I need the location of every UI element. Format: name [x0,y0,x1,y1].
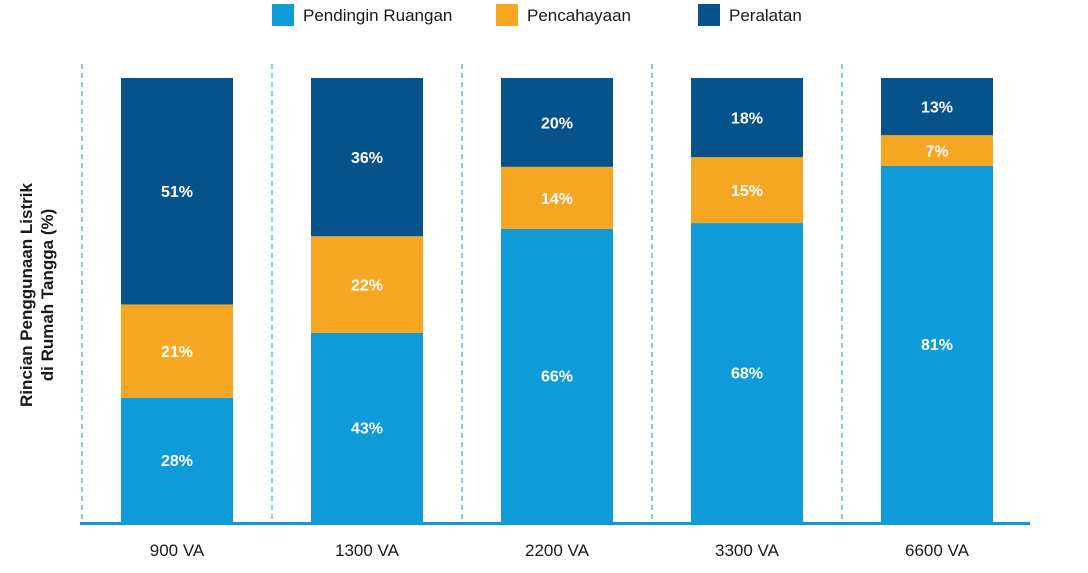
data-label: 7% [925,144,948,161]
bar-pencahayaan [881,135,993,166]
bar-pencahayaan [691,157,803,224]
data-label: 28% [161,453,193,470]
bar-group-900-va: 28% 21% 51% [121,78,233,522]
data-label: 68% [731,366,763,383]
bar-peralatan [691,78,803,158]
legend-swatch-pencahayaan [496,4,518,26]
bar-peralatan [311,78,423,237]
bar-pendingin-ruangan [501,228,613,522]
bar-peralatan [501,78,613,167]
bar-group-1300-va: 43% 22% 36% [311,78,423,522]
y-axis-title-line: Rincian Penggunaan Listrik [17,183,36,407]
x-tick-label: 2200 VA [525,541,590,560]
data-label: 20% [541,115,573,132]
bar-group-6600-va: 81% 7% 13% [881,78,993,523]
legend-item-pendingin-ruangan: Pendingin Ruangan [272,4,452,26]
data-label: 81% [921,337,953,354]
x-tick-label: 1300 VA [335,541,400,560]
bar-group-3300-va: 68% 15% 18% [691,78,803,522]
y-axis-title-line: di Rumah Tangga (%) [38,209,57,382]
bar-group-2200-va: 66% 14% 20% [501,78,613,522]
legend-item-pencahayaan: Pencahayaan [496,4,631,26]
bar-peralatan [121,78,233,305]
x-tick-label: 3300 VA [715,541,780,560]
data-label: 18% [731,111,763,128]
bar-pencahayaan [121,304,233,398]
bars: 28% 21% 51% 43% 22% 36% 66% 14% 20% 68% 15% 18% 81% 7… [121,78,993,523]
legend-swatch-pendingin-ruangan [272,4,294,26]
bar-pendingin-ruangan [691,223,803,522]
x-tick-label: 900 VA [150,541,205,560]
data-label: 13% [921,100,953,117]
legend: Pendingin Ruangan Pencahayaan Peralatan [272,4,802,26]
bar-pencahayaan [501,166,613,229]
bar-pendingin-ruangan [121,397,233,522]
bar-pencahayaan [311,236,423,333]
legend-label-pencahayaan: Pencahayaan [527,6,631,25]
legend-swatch-peralatan [698,4,720,26]
data-label: 51% [161,184,193,201]
bar-pendingin-ruangan [881,165,993,523]
data-label: 14% [541,191,573,208]
bar-pendingin-ruangan [311,332,423,522]
legend-label-peralatan: Peralatan [729,6,802,25]
data-label: 36% [351,150,383,167]
x-tick-label: 6600 VA [905,541,970,560]
legend-item-peralatan: Peralatan [698,4,802,26]
data-label: 15% [731,183,763,200]
y-axis-title: Rincian Penggunaan Listrik di Rumah Tangg… [17,183,57,407]
data-label: 22% [351,278,383,295]
category-separators [81,64,843,522]
bar-peralatan [881,78,993,136]
data-label: 43% [351,420,383,437]
data-label: 21% [161,344,193,361]
x-tick-labels: 900 VA 1300 VA 2200 VA 3300 VA 6600 VA [150,541,970,560]
legend-label-pendingin-ruangan: Pendingin Ruangan [303,6,452,25]
data-label: 66% [541,368,573,385]
